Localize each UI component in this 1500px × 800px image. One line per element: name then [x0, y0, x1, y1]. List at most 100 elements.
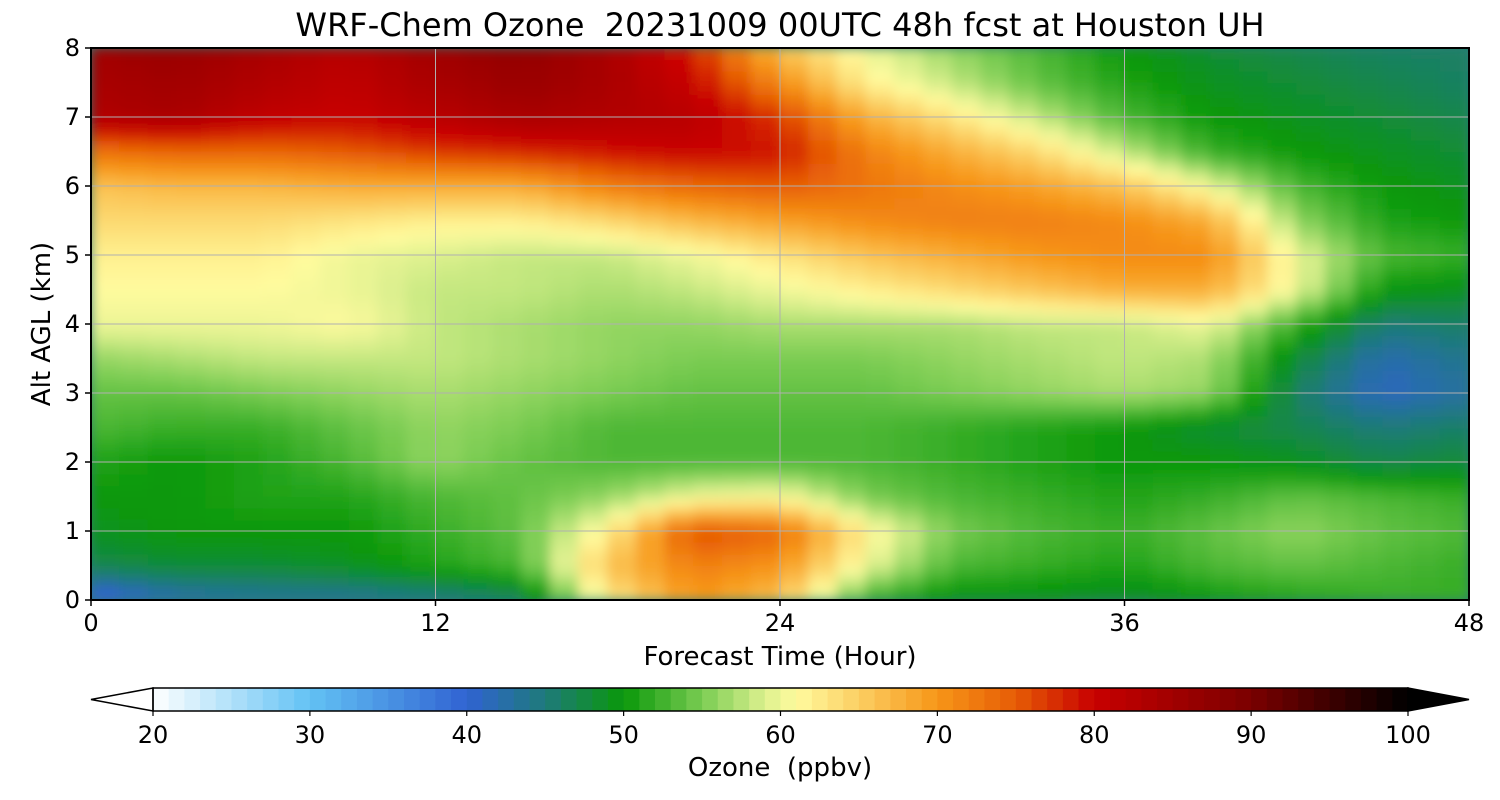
heatmap-cell [320, 139, 350, 153]
heatmap-cell [406, 507, 437, 521]
heatmap-cell [91, 58, 121, 72]
heatmap-cell [808, 357, 839, 371]
heatmap-cell [119, 587, 150, 600]
heatmap-cell [147, 139, 178, 153]
heatmap-cell [750, 587, 781, 600]
heatmap-cell [1324, 254, 1355, 268]
heatmap-cell [119, 323, 150, 337]
heatmap-cell [1353, 196, 1384, 210]
heatmap-cell [779, 530, 810, 544]
heatmap-cell [377, 104, 408, 118]
heatmap-cell [492, 472, 523, 486]
heatmap-cell [1353, 541, 1384, 555]
heatmap-cell [521, 300, 551, 314]
heatmap-cell [922, 208, 953, 222]
heatmap-cell [1238, 104, 1269, 118]
heatmap-cell [635, 495, 666, 509]
heatmap-cell [808, 564, 839, 578]
heatmap-cell [1410, 311, 1441, 325]
heatmap-cell [377, 58, 408, 72]
heatmap-cell [205, 357, 236, 371]
heatmap-cell [1066, 288, 1097, 302]
heatmap-cell [1210, 127, 1240, 141]
heatmap-cell [1095, 196, 1126, 210]
heatmap-cell [721, 380, 752, 394]
heatmap-cell [721, 311, 752, 325]
heatmap-cell [1037, 277, 1068, 291]
heatmap-cell [348, 495, 379, 509]
heatmap-cell [233, 265, 264, 279]
heatmap-cell [894, 530, 925, 544]
heatmap-cell [91, 323, 121, 337]
heatmap-cell [521, 70, 551, 84]
heatmap-cell [147, 507, 178, 521]
heatmap-cell [434, 242, 465, 256]
heatmap-cell [1066, 587, 1097, 600]
heatmap-cell [521, 48, 551, 61]
heatmap-cell [463, 438, 494, 452]
heatmap-cell [1439, 564, 1469, 578]
heatmap-cell [1123, 104, 1154, 118]
heatmap-cell [492, 334, 523, 348]
heatmap-cell [1296, 449, 1327, 463]
heatmap-cell [1181, 104, 1212, 118]
heatmap-cell [348, 369, 379, 383]
heatmap-cell [951, 438, 982, 452]
heatmap-cell [521, 530, 551, 544]
heatmap-cell [808, 587, 839, 600]
heatmap-cell [1095, 185, 1126, 199]
heatmap-cell [1439, 403, 1469, 417]
heatmap-cell [377, 403, 408, 417]
heatmap-cell [434, 507, 465, 521]
heatmap-cell [922, 587, 953, 600]
heatmap-cell [119, 277, 150, 291]
heatmap-cell [1267, 472, 1298, 486]
heatmap-cell [808, 530, 839, 544]
heatmap-cell [635, 346, 666, 360]
heatmap-cell [348, 265, 379, 279]
heatmap-cell [1439, 449, 1469, 463]
heatmap-cell [1009, 438, 1039, 452]
heatmap-cell [205, 576, 236, 590]
heatmap-cell [779, 185, 810, 199]
heatmap-cell [750, 311, 781, 325]
heatmap-cell [1066, 254, 1097, 268]
heatmap-cell [1152, 70, 1183, 84]
heatmap-cell [1123, 208, 1154, 222]
heatmap-cell [664, 173, 695, 187]
heatmap-cell [922, 553, 953, 567]
heatmap-cell [1324, 541, 1355, 555]
heatmap-cell [1410, 449, 1441, 463]
heatmap-cell [463, 553, 494, 567]
heatmap-cell [492, 587, 523, 600]
heatmap-cell [348, 196, 379, 210]
heatmap-cell [980, 70, 1011, 84]
heatmap-cell [1181, 265, 1212, 279]
heatmap-cell [1210, 150, 1240, 164]
heatmap-cell [549, 564, 580, 578]
heatmap-cell [291, 300, 322, 314]
heatmap-cell [721, 415, 752, 429]
heatmap-cell [578, 104, 609, 118]
heatmap-cell [1439, 392, 1469, 406]
heatmap-cell [119, 518, 150, 532]
heatmap-cell [1267, 311, 1298, 325]
heatmap-cell [434, 300, 465, 314]
heatmap-cell [463, 300, 494, 314]
heatmap-cell [1037, 93, 1068, 107]
heatmap-cell [205, 553, 236, 567]
heatmap-cell [521, 254, 551, 268]
heatmap-cell [463, 403, 494, 417]
heatmap-cell [205, 150, 236, 164]
heatmap-cell [119, 139, 150, 153]
heatmap-cell [750, 564, 781, 578]
heatmap-cell [1439, 150, 1469, 164]
heatmap-cell [176, 576, 207, 590]
heatmap-cell [1210, 323, 1240, 337]
heatmap-cell [1037, 288, 1068, 302]
heatmap-cell [1382, 208, 1413, 222]
heatmap-cell [463, 415, 494, 429]
heatmap-cell [578, 472, 609, 486]
heatmap-cell [1095, 495, 1126, 509]
